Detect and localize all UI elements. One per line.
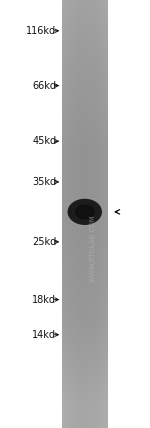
Text: 45kd: 45kd [32,136,56,146]
Text: 18kd: 18kd [32,294,56,305]
Text: 14kd: 14kd [32,330,56,340]
Ellipse shape [68,199,101,224]
Text: 116kd: 116kd [26,26,56,36]
Text: WWW.PTGLAB.COM: WWW.PTGLAB.COM [90,214,96,282]
Text: 25kd: 25kd [32,237,56,247]
Ellipse shape [76,205,94,219]
Text: 66kd: 66kd [32,80,56,91]
Text: 35kd: 35kd [32,177,56,187]
